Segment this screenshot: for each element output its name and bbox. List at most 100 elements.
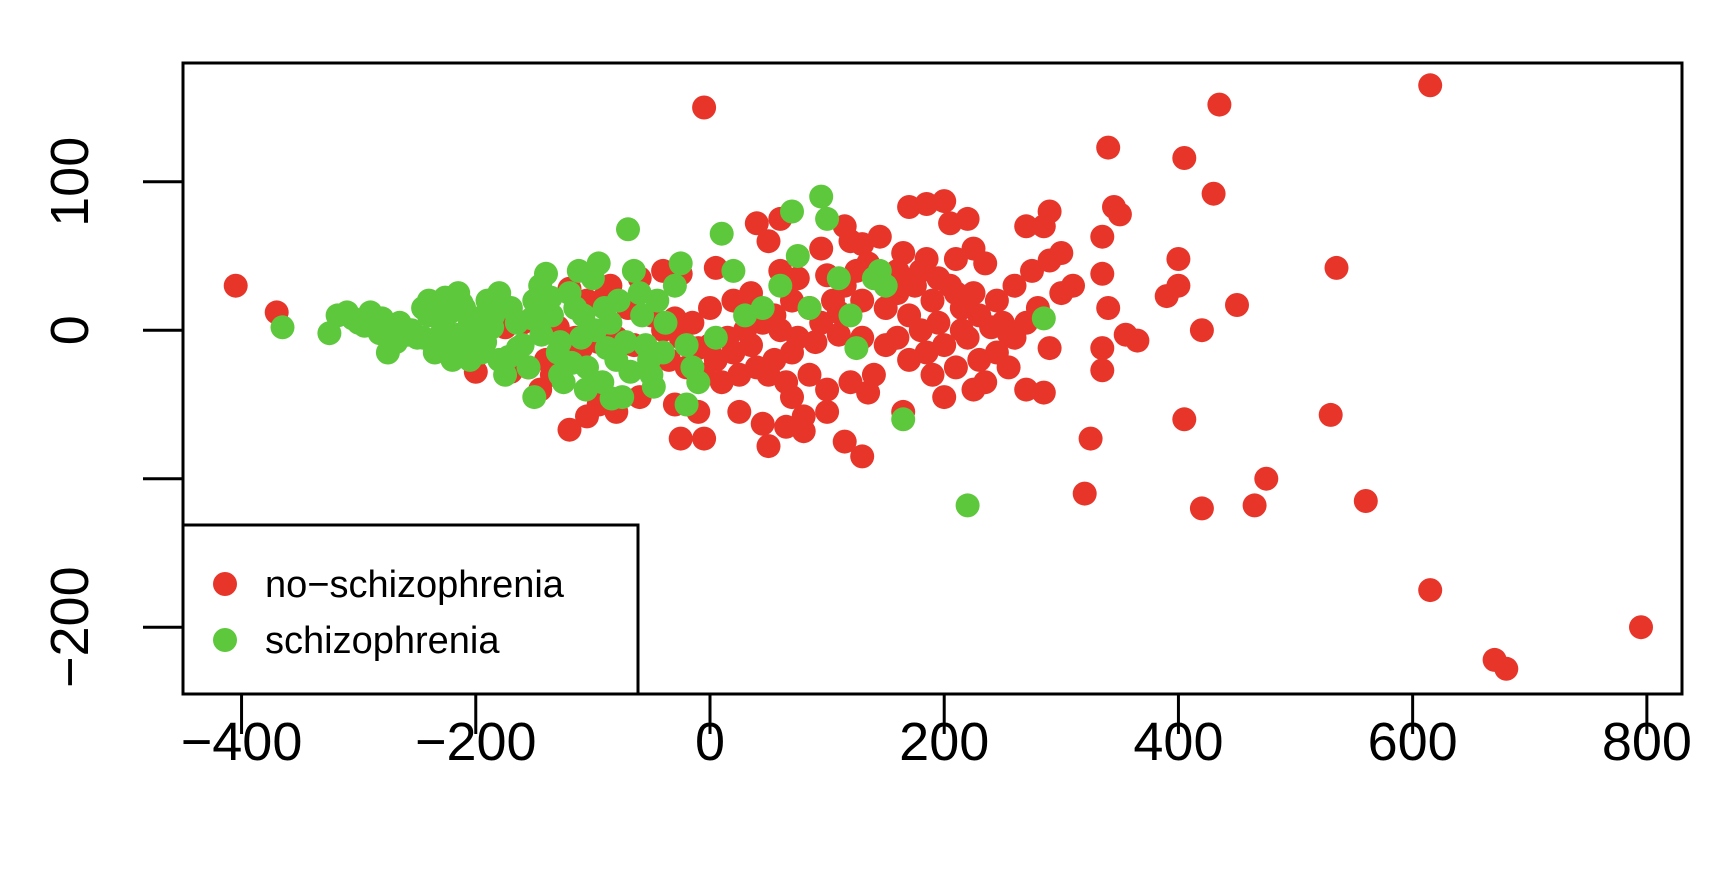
y-tick-label: 100 [40, 137, 100, 227]
data-point [674, 333, 699, 358]
data-point [920, 288, 945, 313]
data-point [721, 258, 746, 283]
data-point [938, 211, 963, 236]
data-point [955, 493, 980, 518]
data-point [594, 336, 619, 361]
data-point [897, 195, 922, 219]
data-point [791, 419, 816, 444]
data-point [422, 340, 447, 365]
data-point [575, 404, 599, 429]
data-point [709, 221, 734, 246]
data-point [1031, 306, 1056, 331]
data-point [756, 434, 781, 459]
x-tick-label: 0 [695, 712, 725, 772]
data-point [686, 370, 711, 395]
data-point [692, 426, 717, 451]
data-point [1090, 358, 1115, 383]
legend-marker-no-schizophrenia [213, 572, 237, 596]
data-point [1037, 336, 1062, 361]
data-point [1353, 489, 1378, 513]
data-point [815, 206, 840, 231]
data-point [613, 330, 638, 355]
data-point [505, 336, 530, 361]
data-point [1096, 296, 1121, 320]
data-point [908, 318, 933, 343]
x-tick-label: 800 [1602, 712, 1692, 772]
data-point [522, 385, 547, 410]
data-point [457, 347, 482, 372]
data-point [223, 273, 248, 298]
data-point [1090, 261, 1115, 286]
data-point [750, 296, 775, 320]
data-point [566, 258, 591, 283]
legend-box [181, 523, 640, 696]
data-point [1189, 318, 1214, 343]
plot-frame [181, 61, 1684, 696]
data-point [674, 392, 699, 417]
data-point [1107, 202, 1132, 227]
data-point [599, 386, 624, 411]
x-tick-label: 400 [1133, 712, 1223, 772]
data-point [961, 281, 986, 306]
data-point [815, 377, 840, 402]
data-point [516, 355, 541, 380]
data-point [548, 362, 573, 387]
data-point [943, 247, 968, 271]
data-point [573, 377, 598, 402]
data-point [932, 189, 957, 214]
data-point [641, 374, 666, 399]
legend-marker-schizophrenia [213, 628, 237, 652]
x-tick-label: 200 [899, 712, 989, 772]
data-point [838, 370, 863, 395]
data-point [1014, 214, 1039, 239]
data-point [920, 362, 945, 387]
legend: no−schizophrenia schizophrenia [181, 523, 640, 696]
data-point [996, 355, 1021, 380]
data-point [1254, 466, 1279, 491]
data-point [1172, 146, 1197, 170]
data-point [750, 411, 775, 436]
data-point [809, 236, 834, 261]
data-point [785, 325, 810, 350]
data-point [1324, 255, 1349, 280]
data-point [583, 318, 608, 343]
data-point [774, 370, 799, 395]
data-point [662, 273, 687, 298]
data-point [1418, 578, 1443, 603]
data-point [1037, 248, 1062, 273]
data-point [955, 325, 980, 350]
data-point [815, 399, 840, 424]
data-point [692, 95, 717, 120]
x-axis: −400 −200 0 200 400 600 800 [181, 694, 1692, 772]
data-point [967, 347, 992, 372]
data-point [1318, 402, 1343, 427]
data-point [645, 288, 670, 313]
data-point [768, 273, 793, 298]
data-point [538, 285, 563, 310]
series-schizophrenia [270, 184, 1056, 518]
data-point [616, 217, 640, 242]
data-point [739, 333, 763, 358]
data-point [317, 321, 342, 346]
data-point [727, 399, 752, 424]
data-point [480, 315, 505, 340]
data-point [433, 285, 458, 310]
data-point [493, 362, 518, 387]
data-point [891, 407, 916, 432]
data-point [1242, 493, 1267, 518]
data-point [943, 281, 968, 306]
data-point [926, 266, 951, 291]
data-point [1629, 615, 1653, 640]
data-point [756, 229, 781, 254]
points-layer [223, 73, 1653, 681]
data-point [606, 288, 631, 313]
data-point [618, 359, 643, 384]
data-point [785, 244, 810, 268]
data-point [630, 303, 655, 328]
data-point [325, 303, 350, 328]
x-tick-label: −400 [181, 712, 303, 772]
data-point [1418, 73, 1443, 98]
data-point [668, 251, 693, 276]
data-point [668, 426, 693, 451]
